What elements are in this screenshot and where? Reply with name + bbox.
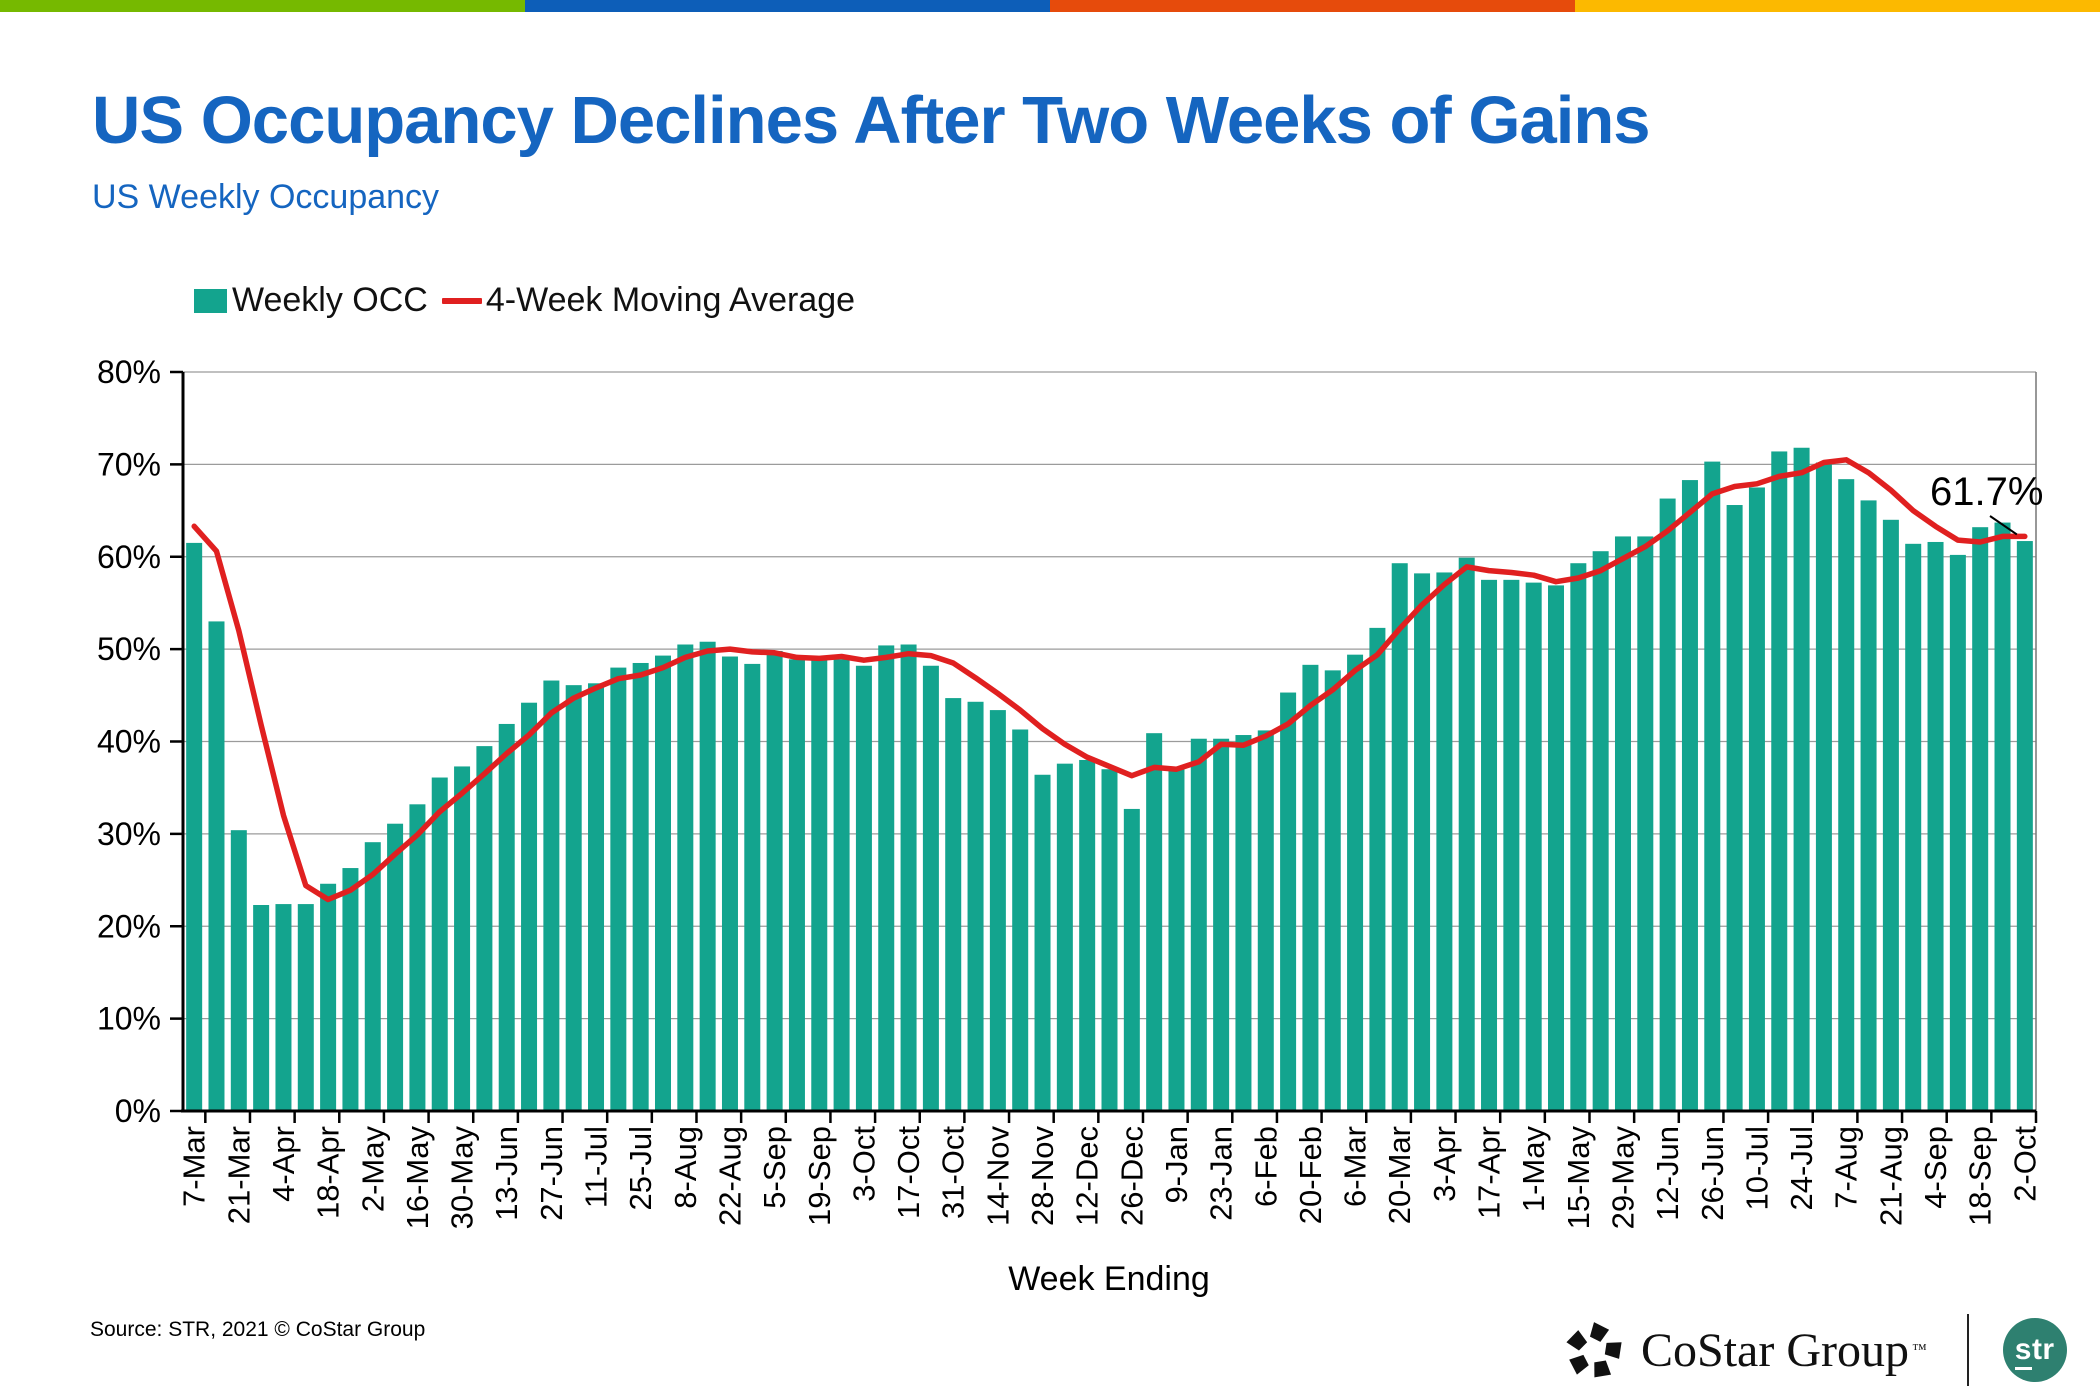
svg-text:8-Aug: 8-Aug	[668, 1126, 703, 1209]
costar-wordmark: CoStar Group	[1641, 1323, 1909, 1377]
legend-line-moving-average-icon	[441, 297, 482, 304]
svg-text:20-Feb: 20-Feb	[1293, 1126, 1328, 1224]
top-bar-segment-blue	[525, 0, 1050, 12]
x-axis-labels: 7-Mar 21-Mar 4-Apr 18-Apr 2-May 16-May 30-May 1…	[177, 1126, 2043, 1230]
svg-text:60%: 60%	[97, 539, 161, 575]
svg-text:25-Jul: 25-Jul	[623, 1126, 658, 1210]
annotation-leader-line	[1989, 515, 2018, 536]
svg-text:30-May: 30-May	[445, 1126, 480, 1230]
legend-swatch-weekly-occ-icon	[194, 288, 227, 313]
svg-text:40%: 40%	[97, 724, 161, 760]
svg-text:26-Dec: 26-Dec	[1114, 1126, 1149, 1226]
svg-text:70%: 70%	[97, 446, 161, 482]
svg-text:11-Jul: 11-Jul	[579, 1126, 614, 1208]
svg-text:4-Sep: 4-Sep	[1918, 1126, 1953, 1209]
svg-text:2-May: 2-May	[355, 1126, 390, 1213]
svg-text:21-Aug: 21-Aug	[1873, 1126, 1908, 1226]
last-value-annotation: 61.7%	[1930, 470, 2044, 514]
top-bar-segment-green	[0, 0, 525, 12]
svg-text:27-Jun: 27-Jun	[534, 1126, 569, 1221]
svg-text:3-Oct: 3-Oct	[846, 1126, 881, 1202]
svg-text:22-Aug: 22-Aug	[712, 1126, 747, 1226]
svg-text:26-Jun: 26-Jun	[1695, 1126, 1730, 1221]
svg-text:29-May: 29-May	[1605, 1126, 1640, 1230]
costar-trademark: ™	[1911, 1341, 1927, 1358]
costar-star-icon	[1566, 1322, 1622, 1378]
legend-label-weekly-occ: Weekly OCC	[232, 281, 428, 319]
svg-text:6-Mar: 6-Mar	[1338, 1126, 1373, 1207]
logo-divider	[1966, 1314, 1969, 1386]
top-bar-segment-yellow	[1575, 0, 2100, 12]
source-attribution: Source: STR, 2021 © CoStar Group	[90, 1318, 426, 1341]
svg-text:28-Nov: 28-Nov	[1025, 1126, 1060, 1226]
svg-text:10%: 10%	[97, 1001, 161, 1037]
svg-text:23-Jan: 23-Jan	[1204, 1126, 1239, 1221]
svg-text:21-Mar: 21-Mar	[221, 1126, 256, 1224]
svg-text:50%: 50%	[97, 631, 161, 667]
svg-text:5-Sep: 5-Sep	[757, 1126, 792, 1209]
svg-text:0%: 0%	[115, 1093, 161, 1129]
footer-logos: CoStar Group ™ str	[1565, 1305, 2067, 1395]
svg-text:24-Jul: 24-Jul	[1784, 1126, 1819, 1210]
y-axis-labels: 0% 10% 20% 30% 40% 50% 60% 70% 80%	[97, 354, 183, 1129]
svg-text:31-Oct: 31-Oct	[936, 1126, 971, 1219]
x-axis-ticks	[204, 1111, 2038, 1123]
svg-text:30%: 30%	[97, 816, 161, 852]
svg-text:3-Apr: 3-Apr	[1427, 1126, 1462, 1202]
svg-text:20%: 20%	[97, 908, 161, 944]
svg-text:10-Jul: 10-Jul	[1739, 1126, 1774, 1210]
x-axis-title: Week Ending	[1008, 1260, 1210, 1298]
svg-text:7-Mar: 7-Mar	[177, 1126, 212, 1207]
svg-text:4-Apr: 4-Apr	[266, 1126, 301, 1202]
svg-text:17-Apr: 17-Apr	[1472, 1126, 1507, 1219]
svg-text:1-May: 1-May	[1516, 1126, 1551, 1213]
moving-average-line	[191, 457, 2028, 903]
svg-text:7-Aug: 7-Aug	[1829, 1126, 1864, 1209]
chart-legend: Weekly OCC 4-Week Moving Average	[194, 281, 855, 320]
svg-text:6-Feb: 6-Feb	[1248, 1126, 1283, 1207]
svg-text:80%: 80%	[97, 354, 161, 390]
str-logo-text: str	[2014, 1333, 2055, 1370]
chart-subtitle: US Weekly Occupancy	[92, 178, 440, 216]
svg-text:13-Jun: 13-Jun	[489, 1126, 524, 1221]
svg-text:18-Sep: 18-Sep	[1963, 1126, 1998, 1226]
svg-text:15-May: 15-May	[1561, 1126, 1596, 1230]
svg-text:12-Dec: 12-Dec	[1070, 1126, 1105, 1226]
svg-text:12-Jun: 12-Jun	[1650, 1126, 1685, 1221]
page-title: US Occupancy Declines After Two Weeks of…	[92, 83, 1651, 158]
svg-text:17-Oct: 17-Oct	[891, 1126, 926, 1219]
svg-text:18-Apr: 18-Apr	[311, 1126, 346, 1219]
str-logo: str	[2002, 1318, 2067, 1382]
svg-text:19-Sep: 19-Sep	[802, 1126, 837, 1226]
svg-text:14-Nov: 14-Nov	[980, 1126, 1015, 1226]
top-bar-segment-orange	[1050, 0, 1575, 12]
top-color-bar	[0, 0, 2100, 12]
svg-text:9-Jan: 9-Jan	[1159, 1126, 1194, 1204]
svg-text:2-Oct: 2-Oct	[2007, 1126, 2042, 1202]
legend-label-moving-average: 4-Week Moving Average	[485, 281, 856, 319]
svg-text:16-May: 16-May	[400, 1126, 435, 1230]
svg-text:20-Mar: 20-Mar	[1382, 1126, 1417, 1224]
weekly-occ-bars	[186, 447, 2033, 1112]
